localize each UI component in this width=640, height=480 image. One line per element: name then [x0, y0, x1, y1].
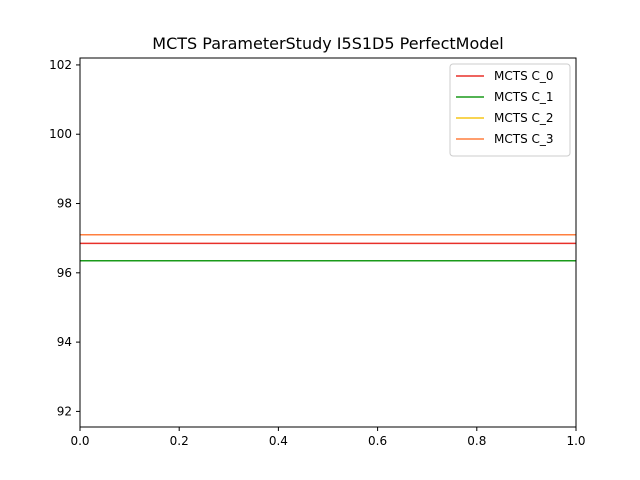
y-tick-label: 92	[57, 404, 72, 418]
legend-label-1: MCTS C_1	[494, 90, 554, 104]
x-tick-label: 0.6	[368, 434, 387, 448]
y-axis: 92 94 96 98 100 102	[49, 58, 80, 418]
x-tick-label: 1.0	[566, 434, 585, 448]
chart-title: MCTS ParameterStudy I5S1D5 PerfectModel	[152, 34, 503, 53]
y-tick-label: 102	[49, 58, 72, 72]
x-tick-label: 0.2	[170, 434, 189, 448]
legend-label-3: MCTS C_3	[494, 132, 554, 146]
legend-label-2: MCTS C_2	[494, 111, 554, 125]
x-tick-label: 0.8	[467, 434, 486, 448]
y-tick-label: 100	[49, 127, 72, 141]
y-tick-label: 98	[57, 197, 72, 211]
x-tick-label: 0.4	[269, 434, 288, 448]
legend: MCTS C_0 MCTS C_1 MCTS C_2 MCTS C_3	[449, 63, 571, 157]
plot-area	[79, 57, 577, 428]
y-tick-label: 94	[57, 335, 72, 349]
x-tick-label: 0.0	[70, 434, 89, 448]
y-tick-label: 96	[57, 266, 72, 280]
x-axis: 0.0 0.2 0.4 0.6 0.8 1.0	[70, 427, 586, 448]
legend-label-0: MCTS C_0	[494, 69, 554, 83]
legend-box	[449, 63, 571, 157]
plot-frame	[79, 57, 577, 428]
